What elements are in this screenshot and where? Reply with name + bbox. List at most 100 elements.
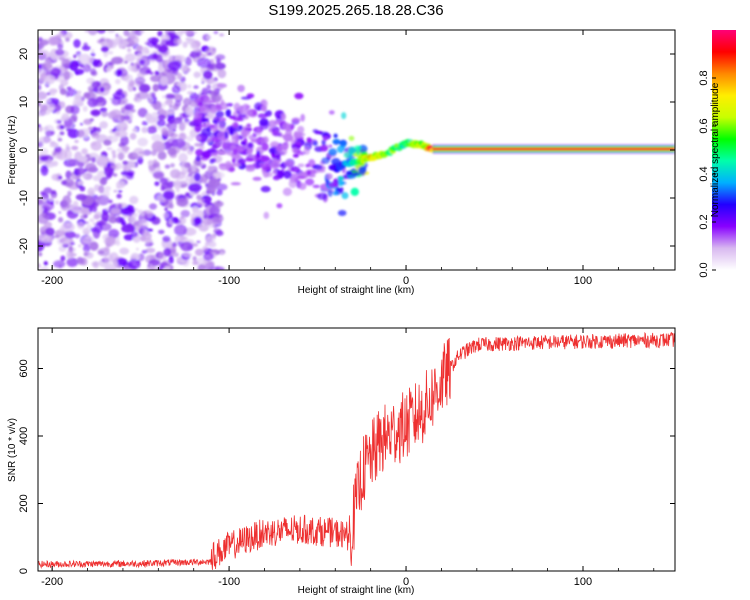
ridge-blob [271, 130, 280, 136]
noise-blob [119, 247, 130, 255]
noise-blob [172, 242, 177, 248]
noise-blob [203, 252, 214, 261]
noise-blob [146, 126, 157, 134]
noise-blob [117, 203, 123, 209]
noise-blob [141, 126, 148, 134]
colorbar-tick-label: 0.4 [698, 166, 710, 181]
noise-blob [151, 134, 162, 142]
noise-blob [136, 45, 144, 52]
ridge-blob [238, 114, 247, 118]
noise-blob [83, 92, 91, 99]
noise-blob [188, 183, 202, 192]
noise-blob [92, 197, 100, 203]
noise-blob [205, 195, 211, 202]
noise-blob [131, 30, 140, 35]
noise-blob [96, 30, 106, 34]
ridge-blob [358, 166, 367, 175]
noise-blob [158, 229, 165, 235]
noise-blob [137, 209, 144, 214]
noise-blob [169, 104, 173, 109]
noise-blob [162, 95, 167, 99]
noise-blob [90, 227, 96, 233]
noise-blob [122, 175, 127, 179]
noise-blob [50, 67, 61, 77]
ridge-blob [260, 136, 268, 145]
ridge-blob [290, 166, 301, 173]
noise-blob [77, 221, 85, 230]
noise-blob [79, 63, 84, 68]
noise-blob [65, 92, 71, 98]
noise-blob [166, 109, 175, 116]
ridge-blob [199, 105, 210, 114]
noise-blob [38, 98, 42, 102]
ridge-blob [258, 162, 265, 167]
snr-frame [37, 327, 676, 572]
noise-blob [137, 137, 148, 147]
noise-blob [55, 111, 61, 115]
noise-blob [153, 159, 158, 164]
noise-blob [65, 143, 70, 148]
noise-blob [164, 164, 171, 169]
noise-blob [120, 114, 125, 121]
noise-blob [193, 85, 199, 89]
ridge-blob [332, 190, 339, 196]
colorbar-tick-label: 0.8 [698, 70, 710, 85]
noise-blob [154, 70, 160, 76]
noise-blob [87, 126, 93, 131]
noise-blob [177, 38, 183, 45]
noise-blob [215, 230, 224, 237]
noise-blob [185, 106, 194, 116]
ridge-blob [225, 160, 232, 167]
noise-blob [171, 85, 181, 94]
noise-blob [129, 132, 137, 140]
noise-blob [116, 152, 126, 160]
noise-blob [138, 227, 145, 235]
noise-blob [165, 93, 176, 99]
noise-blob [168, 55, 174, 61]
noise-blob [81, 45, 91, 51]
snr-series-line [38, 331, 675, 570]
noise-blob [99, 178, 107, 185]
noise-blob [140, 30, 145, 33]
noise-blob [73, 54, 77, 59]
ridge-blob [215, 104, 222, 109]
ridge-blob [252, 111, 257, 116]
noise-blob [38, 252, 43, 257]
noise-blob [89, 241, 99, 251]
ridge-blob [319, 131, 329, 136]
noise-blob [38, 234, 51, 243]
noise-blob [120, 135, 129, 147]
noise-blob [176, 182, 181, 188]
snr-y-tick-label: 0 [18, 568, 30, 574]
noise-blob [198, 224, 209, 232]
noise-blob [104, 185, 112, 192]
ridge-blob [265, 171, 273, 178]
noise-blob [151, 150, 157, 156]
snr-x-tick-label: -200 [41, 576, 63, 588]
snr-x-tick-label: -100 [218, 576, 240, 588]
noise-blob [161, 259, 171, 268]
noise-blob [99, 121, 108, 129]
ridge-blob [246, 148, 253, 156]
noise-blob [209, 205, 221, 217]
spectrogram-y-label: Frequency (Hz) [7, 116, 18, 185]
ridge-blob [212, 120, 218, 124]
noise-blob [69, 60, 79, 72]
noise-blob [116, 193, 122, 199]
noise-blob [39, 156, 49, 162]
noise-blob [192, 243, 199, 247]
noise-blob [162, 130, 175, 137]
noise-blob [124, 60, 128, 64]
noise-blob [59, 131, 65, 136]
noise-blob [146, 41, 157, 48]
ridge-blob [320, 144, 328, 152]
noise-blob [127, 82, 134, 92]
noise-blob [203, 215, 208, 220]
ridge-blob [291, 147, 299, 153]
ridge-blob [282, 187, 292, 196]
ridge-blob [219, 120, 225, 129]
noise-blob [76, 129, 85, 138]
ridge-blob [294, 141, 302, 145]
noise-blob [157, 114, 166, 121]
noise-blob [206, 35, 212, 40]
